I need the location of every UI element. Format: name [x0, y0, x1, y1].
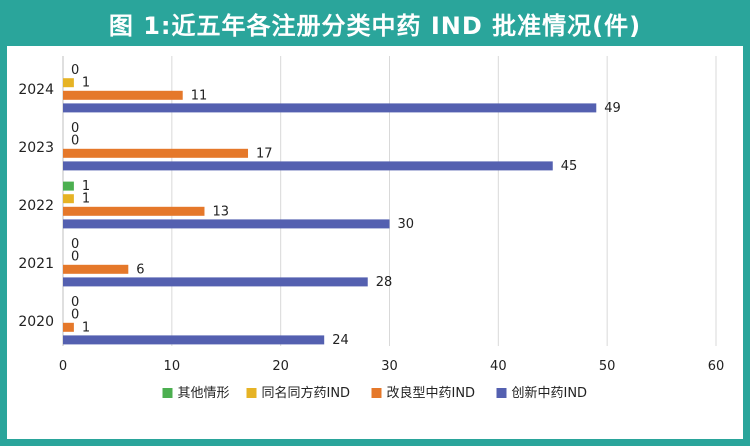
- legend-label: 同名同方药IND: [262, 385, 351, 401]
- bar: [63, 322, 74, 332]
- legend-swatch: [496, 388, 507, 398]
- legend-label: 改良型中药IND: [387, 385, 476, 401]
- x-tick-label: 0: [59, 359, 67, 374]
- data-label: 45: [561, 159, 578, 174]
- bar: [63, 148, 249, 158]
- bar: [63, 335, 325, 345]
- x-tick-label: 10: [164, 359, 181, 374]
- data-label: 0: [71, 295, 79, 310]
- bar: [63, 161, 553, 171]
- data-label: 1: [82, 320, 90, 335]
- bar: [63, 181, 74, 191]
- title-bar: 图 1:近五年各注册分类中药 IND 批准情况(件): [0, 0, 750, 46]
- category-label: 2023: [18, 140, 54, 156]
- data-label: 0: [71, 63, 79, 78]
- chart-title: 图 1:近五年各注册分类中药 IND 批准情况(件): [108, 11, 642, 40]
- x-tick-label: 50: [599, 359, 616, 374]
- data-label: 0: [71, 250, 79, 265]
- data-label: 24: [332, 333, 349, 348]
- data-label: 13: [212, 204, 229, 219]
- bar: [63, 78, 74, 88]
- bar: [63, 103, 597, 113]
- category-label: 2024: [18, 82, 54, 98]
- data-label: 0: [71, 121, 79, 136]
- bar: [63, 219, 390, 229]
- x-tick-label: 40: [490, 359, 507, 374]
- data-label: 11: [191, 88, 208, 103]
- data-label: 6: [136, 262, 144, 277]
- data-label: 17: [256, 146, 273, 161]
- x-tick-label: 20: [272, 359, 289, 374]
- legend-label: 其他情形: [178, 386, 230, 401]
- legend-swatch: [246, 388, 257, 398]
- data-label: 1: [82, 192, 90, 207]
- data-label: 1: [82, 76, 90, 91]
- data-label: 0: [71, 308, 79, 323]
- data-label: 0: [71, 134, 79, 149]
- data-label: 1: [82, 179, 90, 194]
- data-label: 28: [376, 275, 393, 290]
- category-label: 2021: [18, 256, 54, 272]
- x-tick-label: 30: [381, 359, 398, 374]
- bar: [63, 264, 129, 274]
- bar: [63, 277, 368, 287]
- data-label: 0: [71, 237, 79, 252]
- data-label: 30: [398, 217, 415, 232]
- category-label: 2020: [18, 314, 54, 330]
- x-tick-label: 60: [708, 359, 725, 374]
- category-label: 2022: [18, 198, 54, 214]
- bar: [63, 206, 205, 216]
- legend-swatch: [371, 388, 382, 398]
- legend-swatch: [162, 388, 173, 398]
- bar: [63, 90, 183, 100]
- legend-label: 创新中药IND: [512, 385, 588, 401]
- bar: [63, 194, 74, 204]
- data-label: 49: [604, 101, 621, 116]
